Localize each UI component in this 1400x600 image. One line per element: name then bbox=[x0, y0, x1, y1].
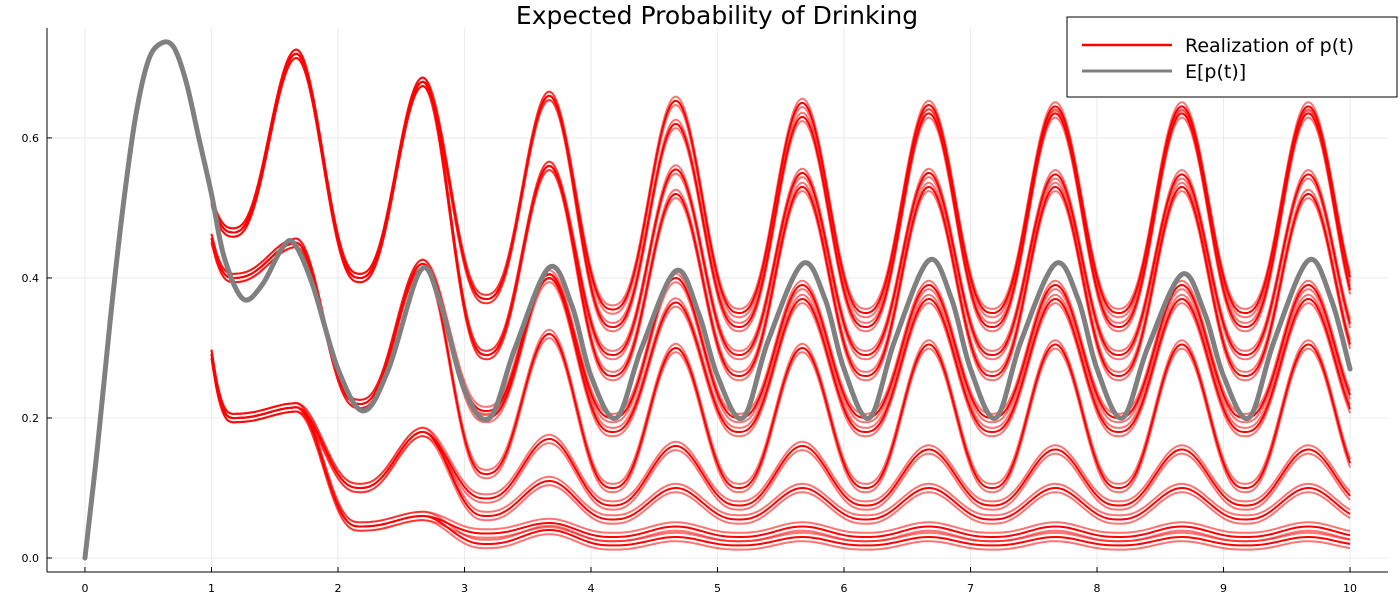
x-tick-label: 4 bbox=[587, 582, 594, 595]
x-tick-label: 9 bbox=[1220, 582, 1227, 595]
x-tick-label: 6 bbox=[841, 582, 848, 595]
y-ticks: 0.0 0.2 0.4 0.6 bbox=[22, 132, 52, 565]
realization-line bbox=[210, 233, 1351, 485]
expected-series-group bbox=[82, 39, 1353, 561]
x-tick-label: 0 bbox=[81, 582, 88, 595]
legend-box bbox=[1066, 16, 1398, 98]
y-tick-label: 0.4 bbox=[22, 272, 40, 285]
x-tick-label: 2 bbox=[334, 582, 341, 595]
x-tick-label: 10 bbox=[1343, 582, 1357, 595]
x-tick-label: 8 bbox=[1094, 582, 1101, 595]
y-tick-label: 0.0 bbox=[22, 552, 40, 565]
legend: Realization of p(t) E[p(t)] bbox=[1066, 16, 1398, 98]
realization-line bbox=[210, 353, 1351, 521]
legend-label-expected: E[p(t)] bbox=[1185, 61, 1246, 83]
realization-line bbox=[210, 237, 1351, 490]
expected-value-line bbox=[82, 39, 1353, 561]
realization-line bbox=[210, 357, 1351, 525]
realization-line bbox=[210, 357, 1351, 551]
x-ticks: 0 1 2 3 4 5 6 7 8 9 10 bbox=[81, 567, 1357, 595]
y-tick-label: 0.6 bbox=[22, 132, 40, 145]
realization-line bbox=[210, 241, 1351, 494]
x-tick-label: 7 bbox=[967, 582, 974, 595]
realization-line bbox=[210, 353, 1351, 547]
legend-label-realization: Realization of p(t) bbox=[1185, 35, 1354, 57]
y-tick-label: 0.2 bbox=[22, 412, 40, 425]
realization-series-group bbox=[210, 48, 1352, 551]
realization-line bbox=[210, 349, 1351, 517]
realization-line bbox=[210, 48, 1352, 373]
chart-title: Expected Probability of Drinking bbox=[516, 1, 918, 30]
realization-line bbox=[210, 349, 1351, 543]
x-tick-label: 1 bbox=[208, 582, 215, 595]
x-tick-label: 5 bbox=[714, 582, 721, 595]
realization-line bbox=[210, 57, 1352, 382]
x-tick-label: 3 bbox=[461, 582, 468, 595]
